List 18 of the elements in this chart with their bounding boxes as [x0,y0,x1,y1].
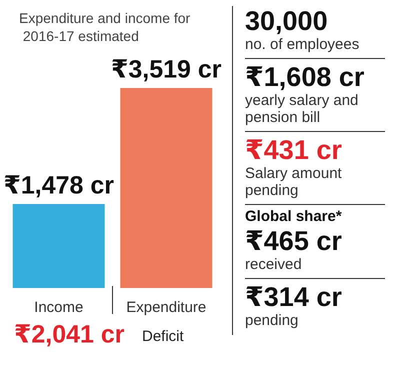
text: ₹465 cr [245,226,343,256]
x-tick-label: Expenditure [126,299,206,316]
text: Deficit [142,328,185,345]
text: ₹1,608 cr [245,62,366,92]
text: ₹2,041 cr [14,320,125,348]
text: pending [245,312,300,329]
text: received [245,256,385,279]
text: ₹431 cr [245,135,343,165]
data-label: ₹3,519 cr [110,56,222,84]
text: no. of employees [245,36,385,59]
text: Salary amount pending [245,165,385,205]
x-tick-label: Income [34,299,84,316]
text: yearly salary and pension bill [245,92,385,132]
data-label: ₹1,478 cr [3,172,114,200]
text: 30,000 [245,6,329,36]
chart-title: Expenditure and income for 2016-17 estimated [19,10,191,44]
text: ₹314 cr [245,282,343,312]
text: Global share* [245,208,343,226]
